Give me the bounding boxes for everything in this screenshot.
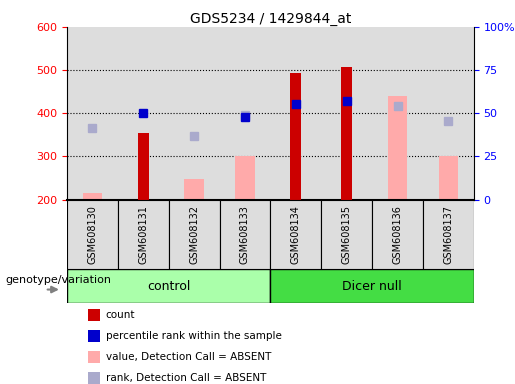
Bar: [67, 200, 118, 269]
Text: genotype/variation: genotype/variation: [5, 275, 111, 285]
Text: GSM608130: GSM608130: [88, 205, 97, 264]
Bar: [423, 27, 474, 200]
Bar: [83, 193, 102, 200]
Bar: [321, 200, 372, 269]
Bar: [388, 96, 407, 200]
Bar: [372, 27, 423, 200]
Text: GSM608131: GSM608131: [138, 205, 148, 264]
Bar: [270, 269, 474, 303]
Bar: [341, 67, 352, 200]
Bar: [118, 200, 169, 269]
Text: GSM608133: GSM608133: [240, 205, 250, 264]
Bar: [118, 27, 169, 200]
Text: rank, Detection Call = ABSENT: rank, Detection Call = ABSENT: [106, 373, 266, 383]
Text: GSM608137: GSM608137: [443, 205, 453, 264]
Bar: [219, 27, 270, 200]
Title: GDS5234 / 1429844_at: GDS5234 / 1429844_at: [190, 12, 351, 26]
Bar: [270, 27, 321, 200]
Bar: [235, 156, 254, 200]
Bar: [372, 200, 423, 269]
Bar: [270, 200, 321, 269]
Bar: [169, 27, 219, 200]
Text: GSM608132: GSM608132: [189, 205, 199, 264]
Text: value, Detection Call = ABSENT: value, Detection Call = ABSENT: [106, 352, 271, 362]
Text: GSM608136: GSM608136: [392, 205, 403, 264]
Text: Dicer null: Dicer null: [342, 280, 402, 293]
Bar: [169, 200, 219, 269]
Text: count: count: [106, 310, 135, 320]
Bar: [290, 73, 301, 200]
Bar: [184, 179, 204, 200]
Text: percentile rank within the sample: percentile rank within the sample: [106, 331, 282, 341]
Bar: [423, 200, 474, 269]
Text: GSM608134: GSM608134: [291, 205, 301, 264]
Text: GSM608135: GSM608135: [341, 205, 352, 264]
Bar: [219, 200, 270, 269]
Bar: [138, 133, 149, 200]
Bar: [67, 27, 118, 200]
Bar: [321, 27, 372, 200]
Bar: [67, 269, 270, 303]
Text: control: control: [147, 280, 191, 293]
Bar: [439, 157, 458, 200]
